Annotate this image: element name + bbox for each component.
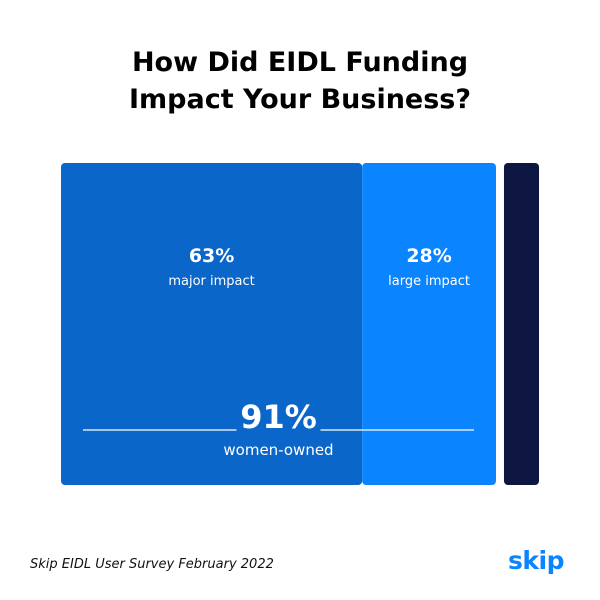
title-line-1: How Did EIDL Funding bbox=[131, 47, 469, 78]
total-label: women-owned bbox=[223, 441, 333, 459]
bar-segment-1 bbox=[61, 163, 363, 485]
chart-title: How Did EIDL Funding Impact Your Busines… bbox=[0, 44, 600, 118]
value-label-2: 28% bbox=[406, 245, 451, 267]
bar-segment-2 bbox=[362, 163, 496, 485]
source-note: Skip EIDL User Survey February 2022 bbox=[30, 557, 274, 572]
skip-logo: skip bbox=[508, 546, 564, 575]
total-value: 91% bbox=[240, 398, 317, 436]
category-label-1: major impact bbox=[168, 274, 254, 289]
title-line-2: Impact Your Business? bbox=[128, 84, 472, 115]
value-label-1: 63% bbox=[189, 245, 234, 267]
category-label-2: large impact bbox=[388, 274, 470, 289]
bar-segment-3 bbox=[503, 163, 539, 485]
